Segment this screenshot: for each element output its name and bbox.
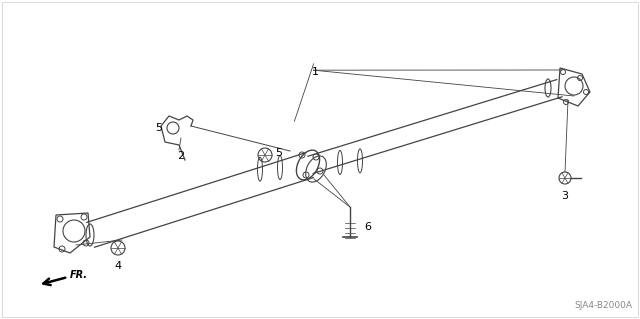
Text: FR.: FR.: [70, 270, 88, 280]
Text: 3: 3: [561, 191, 568, 201]
Text: 2: 2: [177, 151, 184, 161]
Text: SJA4-B2000A: SJA4-B2000A: [574, 300, 632, 309]
Text: 4: 4: [115, 261, 122, 271]
Text: 6: 6: [365, 222, 371, 232]
Text: 5: 5: [275, 148, 282, 158]
Text: 1: 1: [312, 67, 318, 77]
Text: 5: 5: [156, 123, 163, 133]
